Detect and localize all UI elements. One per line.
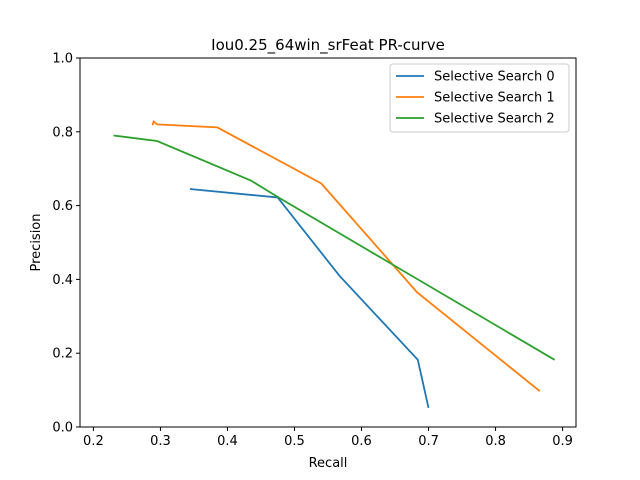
series-line-1 bbox=[151, 119, 541, 392]
ticks-layer: 0.2 0.3 0.4 0.5 0.6 0.7 0.8 0.9 0.0 0.2 0.4 0.6 0.8 1… bbox=[52, 52, 573, 450]
y-tick-label: 0.6 bbox=[52, 199, 73, 214]
y-tick-label: 0.8 bbox=[52, 125, 73, 140]
y-tick-label: 1.0 bbox=[52, 52, 73, 67]
series-layer bbox=[113, 119, 556, 408]
x-tick-label: 0.7 bbox=[418, 434, 439, 449]
x-tick-label: 0.6 bbox=[351, 434, 372, 449]
legend: Selective Search 0 Selective Search 1 Sele… bbox=[389, 63, 570, 133]
plot-frame bbox=[79, 57, 577, 428]
legend-label-0: Selective Search 0 bbox=[434, 70, 555, 85]
y-tick-label: 0.4 bbox=[52, 273, 73, 288]
y-axis-label: Precision bbox=[29, 213, 44, 271]
y-tick-label: 0.2 bbox=[52, 347, 73, 362]
x-axis-label: Recall bbox=[309, 456, 348, 471]
x-tick-label: 0.4 bbox=[217, 434, 238, 449]
chart-title: Iou0.25_64win_srFeat PR-curve bbox=[211, 36, 445, 55]
legend-box bbox=[389, 63, 570, 133]
series-line-2 bbox=[113, 134, 556, 361]
x-tick-label: 0.9 bbox=[552, 434, 573, 449]
legend-label-2: Selective Search 2 bbox=[434, 112, 555, 127]
x-tick-label: 0.2 bbox=[83, 434, 104, 449]
x-tick-label: 0.8 bbox=[485, 434, 506, 449]
series-line-0 bbox=[189, 188, 430, 408]
x-tick-label: 0.5 bbox=[284, 434, 305, 449]
y-tick-label: 0.0 bbox=[52, 421, 73, 436]
x-tick-label: 0.3 bbox=[150, 434, 171, 449]
legend-label-1: Selective Search 1 bbox=[434, 91, 555, 106]
